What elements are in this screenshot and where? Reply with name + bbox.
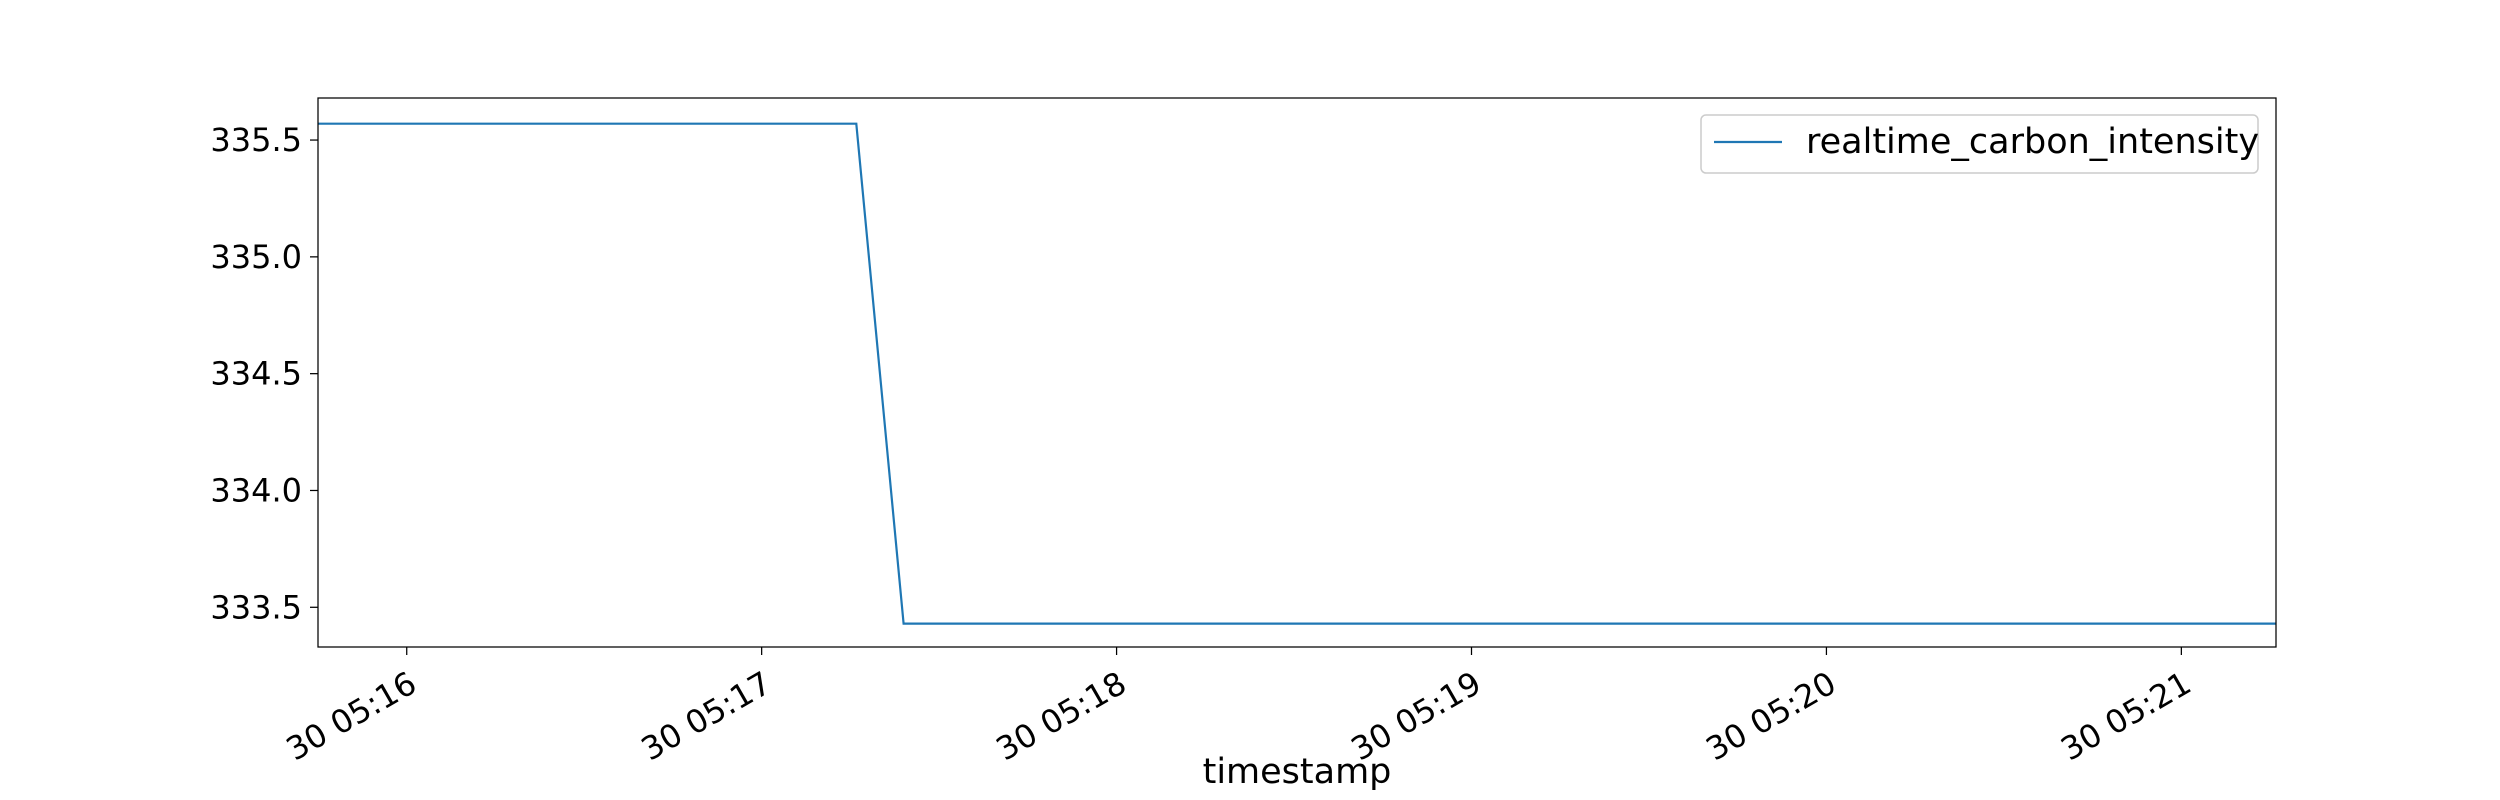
plot-area-frame <box>317 97 2277 648</box>
y-tick-label: 334.0 <box>210 471 302 509</box>
y-tick-label: 335.0 <box>210 238 302 276</box>
y-tick-label: 334.5 <box>210 355 302 393</box>
y-tick-label: 335.5 <box>210 121 302 159</box>
series-line-0 <box>318 122 2276 625</box>
series-layer <box>318 122 2276 625</box>
x-axis-title: timestamp <box>1203 752 1392 792</box>
legend-label: realtime_carbon_intensity <box>1806 122 2259 162</box>
y-axis: 333.5 334.0 334.5 335.0 335.5 <box>210 121 318 626</box>
legend: realtime_carbon_intensity <box>1700 114 2259 174</box>
legend-frame <box>1700 114 2259 174</box>
y-tick-label: 333.5 <box>210 588 302 626</box>
